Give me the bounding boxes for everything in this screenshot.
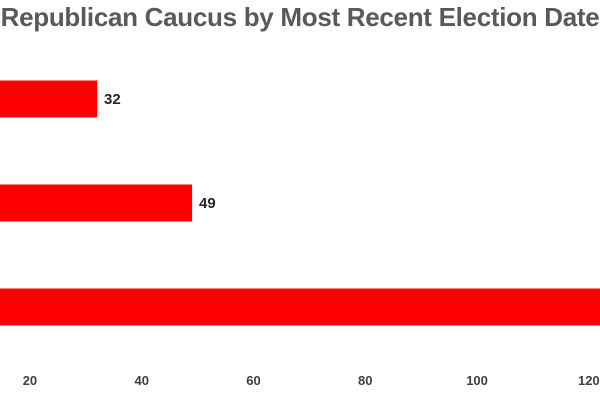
x-tick-label-100: 100 (466, 373, 488, 388)
chart-title: Republican Caucus by Most Recent Electio… (0, 2, 600, 32)
x-tick-label-120: 120 (578, 373, 600, 388)
data-labels-group: 32 49 (104, 91, 216, 212)
bar-value-label-1: 32 (104, 91, 121, 108)
x-axis-ticks: 20 40 60 80 100 120 (23, 373, 600, 388)
bar-value-label-2: 49 (199, 195, 216, 212)
bars-group (0, 80, 600, 326)
x-tick-label-60: 60 (246, 373, 260, 388)
bar-2 (0, 184, 193, 222)
bar-1 (0, 80, 98, 118)
x-tick-label-20: 20 (23, 373, 37, 388)
x-tick-label-40: 40 (134, 373, 148, 388)
x-tick-label-80: 80 (358, 373, 372, 388)
bar-3 (0, 288, 600, 326)
